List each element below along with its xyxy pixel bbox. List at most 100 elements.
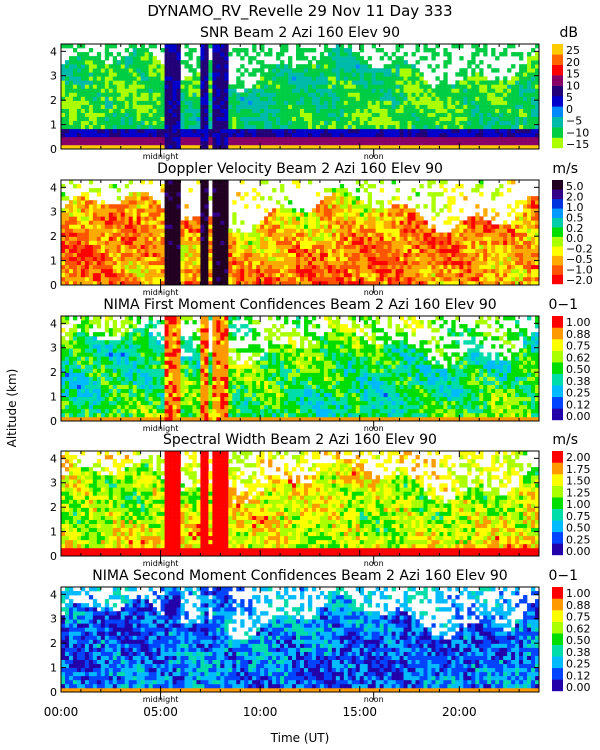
heatmap-cell <box>152 108 157 113</box>
heatmap-cell <box>64 108 70 113</box>
heatmap-cell <box>303 216 309 221</box>
heatmap-cell <box>391 216 396 221</box>
heatmap-cell <box>64 236 70 241</box>
heatmap-cell <box>68 56 74 61</box>
heatmap-cell <box>248 100 253 105</box>
heatmap-cell <box>371 92 376 97</box>
heatmap-cell <box>272 220 277 225</box>
heatmap-cell <box>88 256 94 262</box>
heatmap-cell <box>399 120 404 126</box>
heatmap-cell <box>359 76 365 81</box>
heatmap-cell <box>395 236 400 241</box>
heatmap-cell <box>120 100 126 105</box>
heatmap-cell <box>359 280 365 286</box>
heatmap-cell <box>128 112 133 117</box>
heatmap-cell <box>148 260 153 266</box>
heatmap-cell <box>431 96 436 101</box>
heatmap-cell <box>216 104 221 109</box>
heatmap-cell <box>252 232 257 237</box>
heatmap-cell <box>100 240 106 245</box>
heatmap-cell <box>411 280 416 286</box>
heatmap-cell <box>120 268 126 274</box>
heatmap-cell <box>100 224 106 229</box>
heatmap-cell <box>292 96 297 101</box>
heatmap-cell <box>84 248 90 253</box>
heatmap-cell <box>300 252 305 258</box>
heatmap-cell <box>331 92 337 97</box>
heatmap-cell <box>136 260 141 266</box>
heatmap-cell <box>128 268 133 274</box>
heatmap-cell <box>64 228 70 233</box>
heatmap-cell <box>61 228 66 233</box>
heatmap-cell <box>216 92 221 97</box>
heatmap-cell <box>280 112 285 117</box>
heatmap-cell <box>128 84 133 89</box>
heatmap-cell <box>236 264 241 270</box>
heatmap-cell <box>220 136 225 142</box>
heatmap-cell <box>395 144 400 150</box>
heatmap-cell <box>276 112 281 117</box>
heatmap-cell <box>327 64 333 69</box>
heatmap-cell <box>387 236 392 241</box>
heatmap-cell <box>208 224 213 229</box>
heatmap-cell <box>331 204 337 209</box>
heatmap-cell <box>435 64 440 69</box>
heatmap-cell <box>395 64 400 69</box>
heatmap-cell <box>92 204 98 209</box>
heatmap-cell <box>84 240 90 245</box>
heatmap-cell <box>300 76 305 81</box>
heatmap-cell <box>311 128 317 134</box>
heatmap-cell <box>120 224 126 229</box>
heatmap-cell <box>519 96 524 101</box>
heatmap-cell <box>363 136 369 142</box>
heatmap-cell <box>212 76 217 81</box>
heatmap-cell <box>311 224 317 229</box>
heatmap-cell <box>300 84 305 89</box>
heatmap-cell <box>208 84 213 89</box>
heatmap-cell <box>136 60 141 65</box>
heatmap-cell <box>240 64 245 69</box>
heatmap-cell <box>168 212 173 217</box>
heatmap-cell <box>451 280 456 286</box>
heatmap-cell <box>507 116 512 122</box>
heatmap-cell <box>387 280 392 286</box>
heatmap-cell <box>244 104 249 109</box>
heatmap-cell <box>148 264 153 270</box>
heatmap-cell <box>331 96 337 101</box>
heatmap-cell <box>188 84 193 89</box>
heatmap-cell <box>184 112 189 117</box>
heatmap-cell <box>140 276 145 282</box>
heatmap-cell <box>128 108 133 113</box>
heatmap-cell <box>284 232 289 237</box>
heatmap-cell <box>64 136 70 142</box>
heatmap-cell <box>132 248 137 253</box>
heatmap-cell <box>236 236 241 241</box>
heatmap-cell <box>303 64 309 69</box>
heatmap-cell <box>228 268 233 274</box>
heatmap-cell <box>367 260 372 266</box>
heatmap-cell <box>471 224 476 229</box>
heatmap-cell <box>144 272 149 278</box>
heatmap-cell <box>363 124 369 130</box>
heatmap-cell <box>148 104 153 109</box>
heatmap-cell <box>311 244 317 249</box>
heatmap-cell <box>427 108 432 113</box>
heatmap-cell <box>367 272 372 278</box>
heatmap-cell <box>168 112 173 117</box>
heatmap-cell <box>232 124 237 130</box>
heatmap-cell <box>423 44 428 49</box>
heatmap-cell <box>220 140 225 146</box>
heatmap-cell <box>439 116 444 122</box>
heatmap-cell <box>68 136 74 142</box>
heatmap-cell <box>459 228 464 233</box>
heatmap-cell <box>120 276 126 282</box>
heatmap-cell <box>232 260 237 266</box>
heatmap-cell <box>272 140 277 146</box>
heatmap-cell <box>379 208 384 213</box>
heatmap-cell <box>423 104 428 109</box>
heatmap-cell <box>172 72 177 77</box>
heatmap-cell <box>507 104 512 109</box>
heatmap-cell <box>387 100 392 105</box>
heatmap-cell <box>156 264 161 270</box>
heatmap-cell <box>351 212 357 217</box>
